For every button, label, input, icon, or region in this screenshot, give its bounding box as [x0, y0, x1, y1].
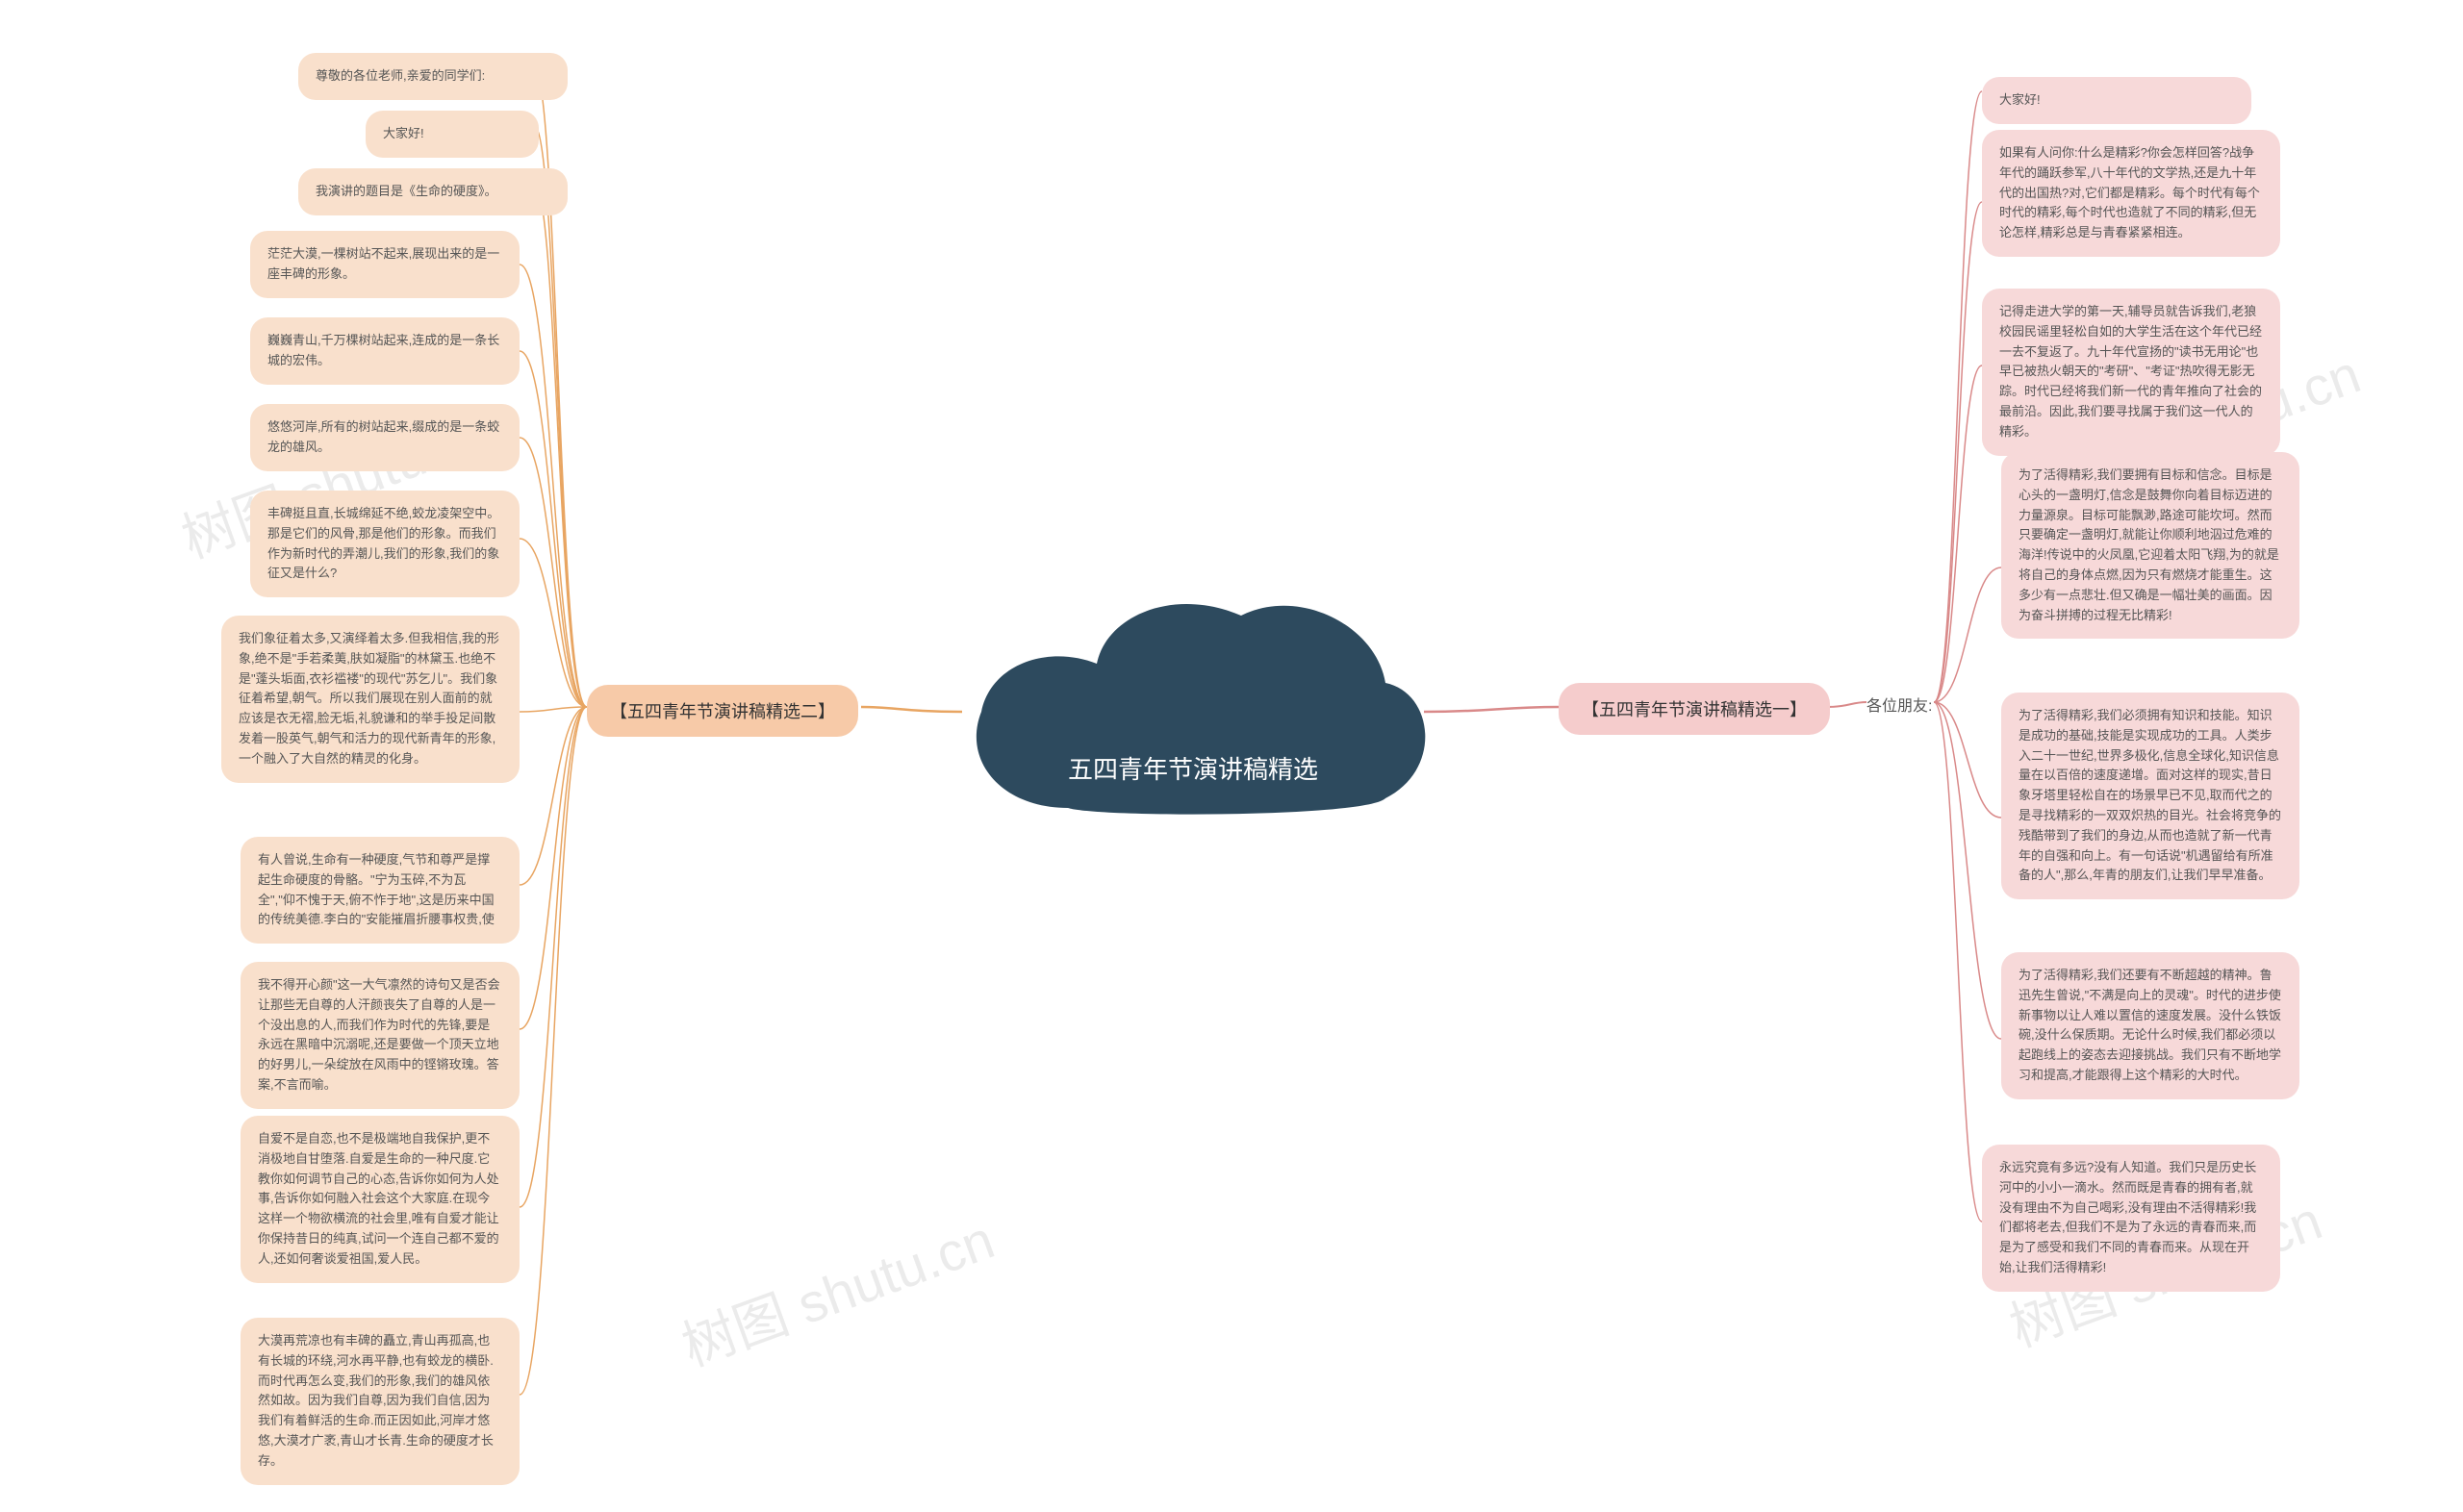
- leaf-left[interactable]: 丰碑挺且直,长城绵延不绝,蛟龙凌架空中。那是它们的风骨,那是他们的形象。而我们作…: [250, 491, 520, 597]
- leaf-right[interactable]: 为了活得精彩,我们还要有不断超越的精神。鲁迅先生曾说,"不满是向上的灵魂"。时代…: [2001, 952, 2299, 1099]
- leaf-right[interactable]: 为了活得精彩,我们要拥有目标和信念。目标是心头的一盏明灯,信念是鼓舞你向着目标迈…: [2001, 452, 2299, 639]
- leaf-right[interactable]: 大家好!: [1982, 77, 2251, 124]
- sub-right: 各位朋友:: [1866, 693, 1932, 716]
- leaf-left[interactable]: 大家好!: [366, 111, 539, 158]
- leaf-left[interactable]: 自爱不是自恋,也不是极端地自我保护,更不消极地自甘堕落.自爱是生命的一种尺度.它…: [241, 1116, 520, 1283]
- branch-left[interactable]: 【五四青年节演讲稿精选二】: [587, 685, 858, 737]
- leaf-left[interactable]: 我们象征着太多,又演绎着太多.但我相信,我的形象,绝不是"手若柔荑,肤如凝脂"的…: [221, 616, 520, 783]
- leaf-left[interactable]: 我演讲的题目是《生命的硬度》。: [298, 168, 568, 215]
- branch-right-label: 【五四青年节演讲稿精选一】: [1582, 700, 1807, 719]
- leaf-right[interactable]: 记得走进大学的第一天,辅导员就告诉我们,老狼校园民谣里轻松自如的大学生活在这个年…: [1982, 289, 2280, 456]
- central-title: 五四青年节演讲稿精选: [943, 750, 1443, 786]
- leaf-left[interactable]: 大漠再荒凉也有丰碑的矗立,青山再孤高,也有长城的环绕,河水再平静,也有蛟龙的横卧…: [241, 1318, 520, 1485]
- leaf-left[interactable]: 有人曾说,生命有一种硬度,气节和尊严是撑起生命硬度的骨骼。"宁为玉碎,不为瓦全"…: [241, 837, 520, 944]
- cloud-icon: [943, 577, 1443, 846]
- leaf-right[interactable]: 为了活得精彩,我们必须拥有知识和技能。知识是成功的基础,技能是实现成功的工具。人…: [2001, 693, 2299, 899]
- watermark: 树图 shutu.cn: [670, 1197, 1003, 1381]
- leaf-left[interactable]: 巍巍青山,千万棵树站起来,连成的是一条长城的宏伟。: [250, 317, 520, 385]
- leaf-right[interactable]: 永远究竟有多远?没有人知道。我们只是历史长河中的小小一滴水。然而既是青春的拥有者…: [1982, 1145, 2280, 1292]
- branch-left-label: 【五四青年节演讲稿精选二】: [610, 702, 835, 721]
- central-node: 五四青年节演讲稿精选: [943, 577, 1443, 846]
- branch-right[interactable]: 【五四青年节演讲稿精选一】: [1559, 683, 1830, 735]
- leaf-left[interactable]: 茫茫大漠,一棵树站不起来,展现出来的是一座丰碑的形象。: [250, 231, 520, 298]
- leaf-left[interactable]: 我不得开心颜"这一大气凛然的诗句又是否会让那些无自尊的人汗颜丧失了自尊的人是一个…: [241, 962, 520, 1109]
- leaf-left[interactable]: 尊敬的各位老师,亲爱的同学们:: [298, 53, 568, 100]
- leaf-right[interactable]: 如果有人问你:什么是精彩?你会怎样回答?战争年代的踊跃参军,八十年代的文学热,还…: [1982, 130, 2280, 257]
- leaf-left[interactable]: 悠悠河岸,所有的树站起来,缀成的是一条蛟龙的雄风。: [250, 404, 520, 471]
